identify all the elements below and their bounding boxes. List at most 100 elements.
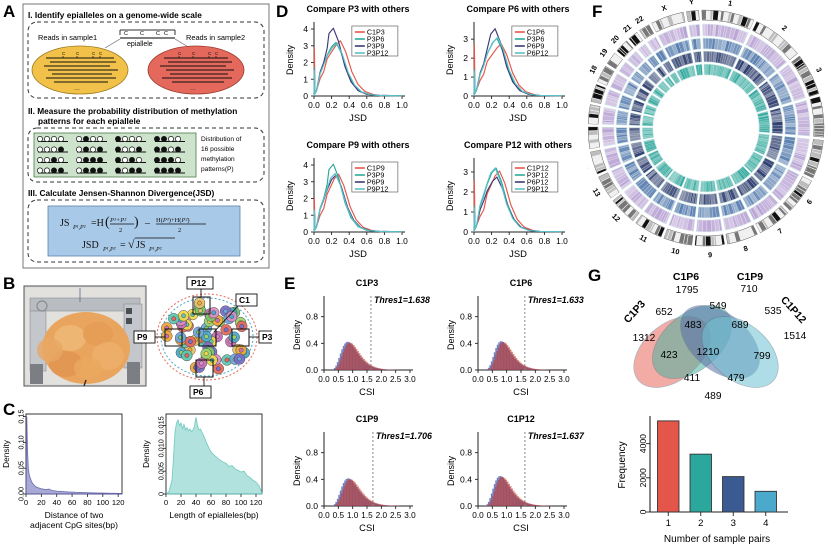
svg-text:CSI: CSI (513, 386, 529, 397)
svg-text:689: 689 (732, 320, 749, 331)
svg-text:2.0: 2.0 (530, 511, 542, 520)
svg-text:0.0: 0.0 (472, 375, 484, 384)
svg-text:1: 1 (463, 72, 468, 82)
svg-text:0.8: 0.8 (379, 100, 391, 110)
svg-text:0.0: 0.0 (460, 365, 472, 375)
svg-text:2: 2 (698, 518, 703, 529)
svg-text:0.005: 0.005 (157, 462, 166, 480)
svg-text:17: 17 (588, 85, 590, 95)
svg-text:2.5: 2.5 (544, 375, 556, 384)
svg-text:1.5: 1.5 (515, 375, 527, 384)
svg-text:0.0: 0.0 (306, 501, 318, 511)
svg-text:60: 60 (207, 498, 215, 507)
svg-text:2: 2 (119, 227, 122, 234)
svg-text:22: 22 (634, 14, 646, 26)
svg-text:C: C (140, 31, 144, 37)
svg-text:0.10: 0.10 (17, 435, 26, 449)
svg-text:0.4: 0.4 (306, 338, 318, 348)
svg-text:C1P3: C1P3 (622, 298, 649, 326)
svg-text:patterns(P): patterns(P) (201, 166, 234, 173)
svg-text:1.0: 1.0 (347, 511, 359, 520)
svg-text:411: 411 (684, 373, 701, 384)
svg-text:JSD: JSD (349, 248, 367, 259)
svg-text:0: 0 (638, 509, 648, 514)
svg-text:Distribution of: Distribution of (201, 136, 241, 143)
panel-a-step2-sidetext: Distribution of 16 possible methylation … (201, 136, 241, 173)
label-p12: P12 (191, 278, 206, 288)
label-p3: P3 (262, 332, 272, 342)
svg-text:JS: JS (60, 218, 69, 229)
svg-text:0.2: 0.2 (486, 100, 498, 110)
svg-text:C1P9: C1P9 (737, 271, 763, 283)
svg-text:0: 0 (463, 227, 468, 237)
svg-text:Density: Density (446, 455, 456, 486)
svg-text:11: 11 (638, 233, 649, 245)
svg-text:40: 40 (52, 498, 60, 507)
svg-text:0.8: 0.8 (460, 312, 472, 322)
svg-text:JSD: JSD (349, 112, 367, 123)
panel-a-step3-title: III. Calculate Jensen-Shannon Divergence… (28, 188, 215, 198)
svg-text:18: 18 (588, 64, 599, 75)
svg-text:1.0: 1.0 (396, 100, 408, 110)
label-p6: P6 (193, 387, 204, 397)
svg-text:80: 80 (83, 498, 91, 507)
svg-text:0.4: 0.4 (503, 236, 515, 246)
svg-text:CSI: CSI (513, 522, 529, 533)
panel-b-graphic: P12 C1 P3 P6 P9 (0, 272, 272, 400)
svg-text:120: 120 (250, 498, 263, 507)
svg-text:Compare P3 with others: Compare P3 with others (306, 4, 409, 14)
svg-text:0.0: 0.0 (308, 236, 320, 246)
svg-text:799: 799 (754, 351, 771, 362)
tumor-photo (24, 286, 146, 386)
svg-text:Density: Density (141, 439, 151, 468)
svg-text:Number of sample pairs: Number of sample pairs (664, 534, 770, 545)
svg-text:JSD: JSD (509, 248, 527, 259)
svg-text:1: 1 (303, 74, 308, 84)
svg-text:0.2: 0.2 (326, 236, 338, 246)
svg-text:0.8: 0.8 (306, 312, 318, 322)
sampling-diagram: P12 C1 P3 P6 P9 (134, 277, 272, 398)
svg-text:40: 40 (192, 498, 200, 507)
svg-text:0.0: 0.0 (472, 511, 484, 520)
svg-text:3.0: 3.0 (558, 375, 570, 384)
svg-text:2.0: 2.0 (376, 375, 388, 384)
svg-text:13: 13 (591, 187, 603, 199)
svg-text:P¹,P²: P¹,P² (72, 225, 86, 231)
svg-text:Distance of two: Distance of two (45, 510, 104, 520)
svg-text:Length of epialleles(bp): Length of epialleles(bp) (169, 510, 258, 520)
svg-text:0.0: 0.0 (308, 100, 320, 110)
svg-text:3: 3 (731, 518, 736, 529)
svg-text:...: ... (74, 85, 80, 92)
bar-2 (690, 454, 711, 512)
svg-text:4: 4 (303, 24, 308, 34)
svg-text:489: 489 (705, 391, 722, 402)
svg-text:1: 1 (303, 210, 308, 220)
svg-text:1.0: 1.0 (501, 511, 513, 520)
epiallele-label: epiallele (127, 41, 153, 48)
svg-text:): ) (134, 215, 139, 230)
svg-text:0: 0 (463, 91, 468, 101)
reads-sample2-label: Reads in sample2 (186, 33, 245, 42)
svg-text:1312: 1312 (633, 333, 656, 344)
svg-text:CSI: CSI (359, 386, 375, 397)
svg-text:P¹,P²: P¹,P² (102, 247, 116, 253)
svg-text:P¹,P²: P¹,P² (148, 247, 162, 253)
svg-text:1: 1 (666, 518, 671, 529)
panel-f-letter: F (592, 2, 602, 22)
svg-text:Density: Density (446, 319, 456, 350)
svg-text:Thres1=1.706: Thres1=1.706 (376, 431, 432, 441)
svg-text:0: 0 (157, 492, 166, 496)
svg-text:2.5: 2.5 (544, 511, 556, 520)
svg-text:JSD: JSD (509, 112, 527, 123)
svg-text:–: – (144, 218, 151, 229)
svg-text:Compare P9 with others: Compare P9 with others (306, 140, 409, 150)
svg-text:0.5: 0.5 (333, 375, 345, 384)
svg-text:C1P12: C1P12 (778, 294, 809, 326)
svg-text:0.05: 0.05 (17, 461, 26, 475)
svg-text:20: 20 (37, 498, 45, 507)
svg-text:100: 100 (96, 498, 109, 507)
svg-text:4: 4 (303, 160, 308, 170)
svg-text:Frequency: Frequency (617, 441, 628, 488)
